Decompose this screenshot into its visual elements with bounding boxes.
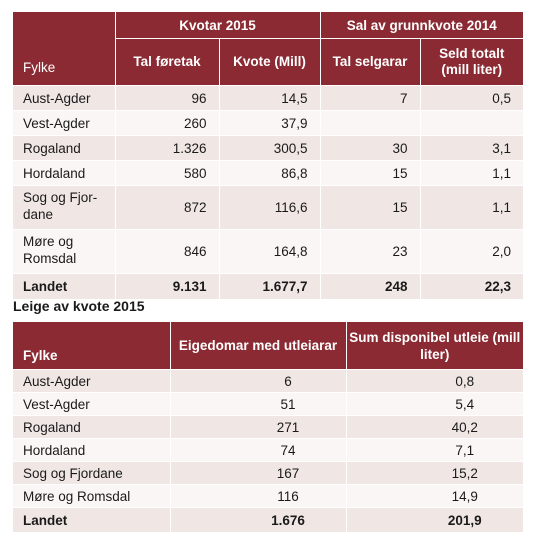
col-fylke: Fylke [13, 12, 115, 86]
cell-foretak: 260 [114, 110, 219, 136]
cell-seld: 22,3 [419, 273, 524, 299]
table-row: Hordaland 580 86,8 15 1,1 [13, 160, 524, 186]
cell-selgarar: 15 [319, 160, 421, 186]
cell-eigedomar: 6 [169, 369, 346, 393]
cell-eigedomar: 167 [169, 461, 346, 485]
table-row: Hordaland 74 7,1 [13, 438, 523, 462]
cell-kvote: 164,8 [218, 229, 321, 274]
table-row-total: Landet 1.676 201,9 [13, 507, 523, 532]
group-sal-grunnkvote: Sal av grunnkvote 2014 [319, 12, 524, 39]
cell-eigedomar: 74 [169, 438, 346, 462]
cell-sum: 15,2 [345, 461, 523, 485]
cell-kvote: 86,8 [218, 160, 321, 186]
cell-seld: 0,5 [419, 85, 524, 111]
cell-fylke: Møre og Romsdal [13, 484, 170, 508]
cell-eigedomar: 51 [169, 392, 346, 416]
table-row: Vest-Agder 260 37,9 [13, 110, 524, 136]
cell-kvote: 116,6 [218, 185, 321, 230]
cell-foretak: 846 [114, 229, 219, 274]
cell-sum: 7,1 [345, 438, 523, 462]
table-row: Aust-Agder 96 14,5 7 0,5 [13, 85, 524, 111]
table-row-total: Landet 9.131 1.677,7 248 22,3 [13, 273, 524, 299]
cell-sum: 5,4 [345, 392, 523, 416]
cell-foretak: 580 [114, 160, 219, 186]
cell-seld [419, 110, 524, 136]
cell-kvote: 1.677,7 [218, 273, 321, 299]
cell-fylke: Aust-Agder [13, 85, 115, 111]
table-row: Aust-Agder 6 0,8 [13, 369, 523, 393]
table-row: Rogaland 1.326 300,5 30 3,1 [13, 135, 524, 161]
cell-eigedomar: 1.676 [169, 507, 346, 532]
cell-fylke: Vest-Agder [13, 110, 115, 136]
col-sum-disponibel: Sum disponibel utleie (mill liter) [345, 322, 523, 370]
leige-title: Leige av kvote 2015 [13, 298, 145, 314]
cell-fylke: Sog og Fjordane [13, 461, 170, 485]
cell-seld: 3,1 [419, 135, 524, 161]
table-row: Sog og Fjor-dane 872 116,6 15 1,1 [13, 185, 524, 230]
cell-sum: 40,2 [345, 415, 523, 439]
cell-kvote: 300,5 [218, 135, 321, 161]
cell-fylke: Møre og Romsdal [13, 229, 115, 274]
cell-fylke: Rogaland [13, 135, 115, 161]
cell-seld: 1,1 [419, 185, 524, 230]
cell-sum: 0,8 [345, 369, 523, 393]
cell-fylke: Aust-Agder [13, 369, 170, 393]
cell-foretak: 96 [114, 85, 219, 111]
cell-sum: 201,9 [345, 507, 523, 532]
cell-fylke: Hordaland [13, 160, 115, 186]
cell-fylke: Landet [13, 507, 170, 532]
cell-seld: 2,0 [419, 229, 524, 274]
cell-selgarar: 15 [319, 185, 421, 230]
col-kvote: Kvote (Mill) [218, 38, 321, 86]
cell-selgarar: 30 [319, 135, 421, 161]
col-tal-foretak: Tal føretak [114, 38, 219, 86]
cell-kvote: 37,9 [218, 110, 321, 136]
cell-kvote: 14,5 [218, 85, 321, 111]
table-row: Sog og Fjordane 167 15,2 [13, 461, 523, 485]
table-row: Møre og Romsdal 846 164,8 23 2,0 [13, 229, 524, 274]
cell-fylke: Sog og Fjor-dane [13, 185, 115, 230]
cell-foretak: 9.131 [114, 273, 219, 299]
table-row: Møre og Romsdal 116 14,9 [13, 484, 523, 508]
col-fylke: Fylke [13, 322, 170, 370]
cell-selgarar: 7 [319, 85, 421, 111]
col-eigedomar: Eigedomar med utleiarar [169, 322, 346, 370]
cell-fylke: Landet [13, 273, 115, 299]
cell-fylke: Hordaland [13, 438, 170, 462]
table-row: Vest-Agder 51 5,4 [13, 392, 523, 416]
leige-table: Fylke Eigedomar med utleiarar Sum dispon… [13, 322, 523, 532]
col-tal-selgarar: Tal selgarar [319, 38, 421, 86]
kvotar-table: Fylke Kvotar 2015 Sal av grunnkvote 2014… [13, 12, 524, 299]
cell-foretak: 1.326 [114, 135, 219, 161]
group-kvotar-2015: Kvotar 2015 [114, 12, 321, 39]
cell-seld: 1,1 [419, 160, 524, 186]
table-row: Rogaland 271 40,2 [13, 415, 523, 439]
cell-fylke: Rogaland [13, 415, 170, 439]
col-seld-totalt: Seld totalt (mill liter) [419, 38, 524, 86]
cell-fylke: Vest-Agder [13, 392, 170, 416]
cell-eigedomar: 271 [169, 415, 346, 439]
cell-eigedomar: 116 [169, 484, 346, 508]
cell-selgarar: 23 [319, 229, 421, 274]
cell-selgarar [319, 110, 421, 136]
cell-foretak: 872 [114, 185, 219, 230]
cell-selgarar: 248 [319, 273, 421, 299]
cell-sum: 14,9 [345, 484, 523, 508]
